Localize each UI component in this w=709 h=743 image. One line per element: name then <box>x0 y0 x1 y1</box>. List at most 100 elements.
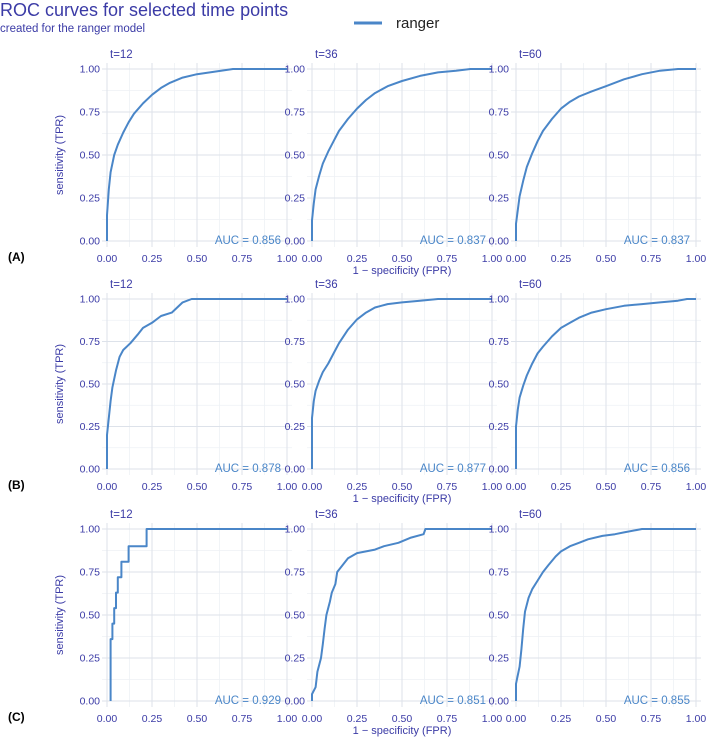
y-tick-label: 0.00 <box>285 236 306 248</box>
x-tick-label: 1.00 <box>686 481 707 493</box>
y-tick-label: 1.00 <box>285 524 306 536</box>
row-label: (B) <box>8 478 25 492</box>
legend-label: ranger <box>396 15 439 32</box>
auc-label: AUC = 0.877 <box>420 463 486 475</box>
x-tick-label: 0.25 <box>142 481 163 493</box>
facet-row: (A) sensitivity (TPR) t=12 0.00 0.25 0.50 0.75… <box>8 49 706 277</box>
y-tick-label: 0.00 <box>285 696 306 708</box>
x-tick-label: 0.50 <box>392 481 413 493</box>
y-axis-title: sensitivity (TPR) <box>54 344 66 424</box>
y-tick-label: 0.50 <box>80 150 101 162</box>
x-tick-label: 0.25 <box>347 713 368 725</box>
facet-panel: t=36 0.00 0.25 0.50 0.75 1.00 0.00 0.25 0.50 0.75… <box>285 509 503 725</box>
y-tick-label: 1.00 <box>80 64 101 76</box>
x-tick-label: 1.00 <box>482 253 503 265</box>
facet-panel: t=60 0.00 0.25 0.50 0.75 1.00 0.00 0.25 0.50 0.75… <box>489 49 707 265</box>
y-axis-title: sensitivity (TPR) <box>54 115 66 195</box>
x-tick-label: 0.50 <box>596 481 617 493</box>
x-tick-label: 0.75 <box>641 713 662 725</box>
y-axis-title: sensitivity (TPR) <box>54 575 66 655</box>
y-tick-label: 0.25 <box>285 193 306 205</box>
y-tick-label: 1.00 <box>285 64 306 76</box>
x-tick-label: 0.00 <box>506 253 527 265</box>
x-tick-label: 0.25 <box>551 253 572 265</box>
roc-curve <box>311 68 492 241</box>
chart-title: ROC curves for selected time points <box>0 0 288 20</box>
x-tick-label: 0.75 <box>232 481 253 493</box>
y-tick-label: 0.50 <box>489 379 510 391</box>
x-tick-label: 0.25 <box>551 713 572 725</box>
roc-curve <box>106 68 287 241</box>
x-tick-label: 1.00 <box>482 481 503 493</box>
facet-label: t=12 <box>110 509 133 521</box>
x-tick-label: 0.50 <box>596 713 617 725</box>
facet-label: t=60 <box>519 279 542 291</box>
legend: ranger <box>354 15 439 32</box>
facet-label: t=36 <box>315 279 338 291</box>
y-tick-label: 1.00 <box>80 294 101 306</box>
x-tick-label: 0.25 <box>551 481 572 493</box>
x-tick-label: 0.75 <box>232 253 253 265</box>
facet-grid: (A) sensitivity (TPR) t=12 0.00 0.25 0.50 0.75… <box>8 49 706 737</box>
roc-curve <box>311 298 492 469</box>
x-tick-label: 0.75 <box>437 253 458 265</box>
roc-curve <box>515 298 696 469</box>
x-tick-label: 0.75 <box>232 713 253 725</box>
y-tick-label: 1.00 <box>285 294 306 306</box>
x-tick-label: 0.25 <box>347 481 368 493</box>
x-tick-label: 0.75 <box>437 481 458 493</box>
roc-curve <box>311 528 492 701</box>
x-tick-label: 1.00 <box>686 713 707 725</box>
y-tick-label: 0.00 <box>489 236 510 248</box>
y-tick-label: 0.25 <box>80 421 101 433</box>
roc-curve <box>109 528 287 701</box>
x-tick-label: 0.00 <box>302 713 323 725</box>
y-tick-label: 0.75 <box>489 567 510 579</box>
auc-label: AUC = 0.855 <box>624 695 690 707</box>
x-tick-label: 0.00 <box>506 481 527 493</box>
roc-curve <box>106 298 287 469</box>
y-tick-label: 0.00 <box>489 696 510 708</box>
x-tick-label: 1.00 <box>277 713 298 725</box>
y-tick-label: 0.50 <box>285 610 306 622</box>
x-tick-label: 0.50 <box>187 481 208 493</box>
y-tick-label: 1.00 <box>489 294 510 306</box>
x-tick-label: 0.25 <box>142 253 163 265</box>
x-tick-label: 0.00 <box>302 253 323 265</box>
auc-label: AUC = 0.837 <box>624 235 690 247</box>
y-tick-label: 0.75 <box>489 107 510 119</box>
facet-label: t=36 <box>315 49 338 61</box>
x-tick-label: 0.25 <box>142 713 163 725</box>
y-tick-label: 0.25 <box>80 653 101 665</box>
y-tick-label: 0.50 <box>80 610 101 622</box>
roc-curve <box>515 528 696 701</box>
x-axis-title: 1 − specificity (FPR) <box>353 493 452 505</box>
x-tick-label: 0.75 <box>641 481 662 493</box>
facet-label: t=36 <box>315 509 338 521</box>
y-tick-label: 1.00 <box>489 64 510 76</box>
y-tick-label: 0.00 <box>80 236 101 248</box>
x-tick-label: 1.00 <box>277 253 298 265</box>
y-tick-label: 0.25 <box>285 653 306 665</box>
y-tick-label: 0.00 <box>489 464 510 476</box>
facet-row: (B) sensitivity (TPR) t=12 0.00 0.25 0.50 0.75… <box>8 279 706 505</box>
y-tick-label: 0.50 <box>285 379 306 391</box>
facet-panel: t=60 0.00 0.25 0.50 0.75 1.00 0.00 0.25 0.50 0.75… <box>489 509 707 725</box>
y-tick-label: 0.75 <box>80 567 101 579</box>
x-tick-label: 1.00 <box>686 253 707 265</box>
y-tick-label: 1.00 <box>80 524 101 536</box>
facet-label: t=12 <box>110 279 133 291</box>
x-tick-label: 0.50 <box>187 713 208 725</box>
x-axis-title: 1 − specificity (FPR) <box>353 725 452 737</box>
chart-subtitle: created for the ranger model <box>0 23 145 35</box>
row-label: (C) <box>8 710 25 724</box>
auc-label: AUC = 0.837 <box>420 235 486 247</box>
auc-label: AUC = 0.851 <box>420 695 486 707</box>
facet-label: t=60 <box>519 509 542 521</box>
y-tick-label: 0.00 <box>80 464 101 476</box>
facet-panel: t=12 0.00 0.25 0.50 0.75 1.00 0.00 0.25 0.50 0.75… <box>80 279 298 493</box>
y-tick-label: 0.50 <box>489 150 510 162</box>
x-tick-label: 0.75 <box>641 253 662 265</box>
facet-panel: t=36 0.00 0.25 0.50 0.75 1.00 0.00 0.25 0.50 0.75… <box>285 279 503 493</box>
y-tick-label: 0.50 <box>489 610 510 622</box>
